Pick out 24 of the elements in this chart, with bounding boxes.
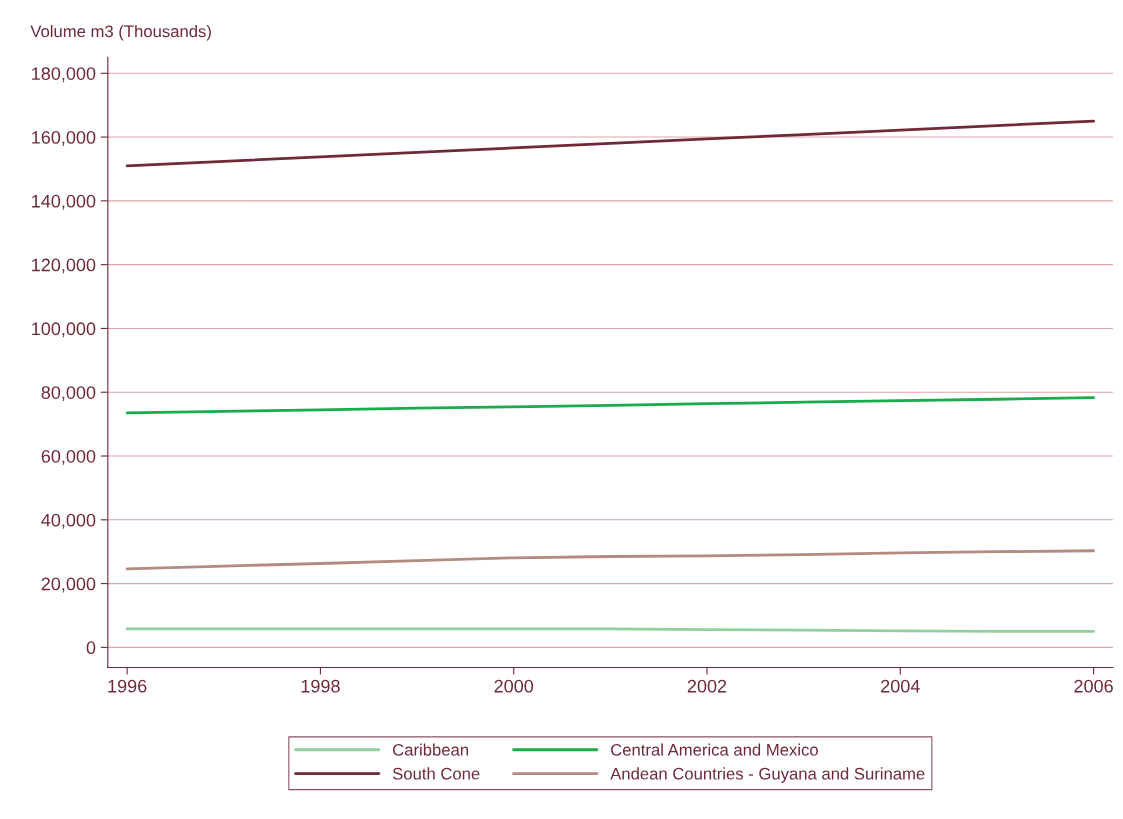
y-tick-label: 80,000 bbox=[41, 386, 96, 402]
x-tick-label: 1996 bbox=[108, 679, 147, 693]
line-series bbox=[125, 396, 1095, 415]
line-series bbox=[125, 119, 1095, 168]
legend-label: South Cone bbox=[392, 767, 480, 780]
y-tick-label: 60,000 bbox=[41, 449, 96, 465]
line-series bbox=[125, 549, 1095, 571]
y-tick-label: 140,000 bbox=[32, 194, 96, 210]
y-tick-label: 20,000 bbox=[41, 577, 96, 593]
y-tick-label: 180,000 bbox=[32, 67, 96, 83]
x-tick-label: 2006 bbox=[1074, 679, 1113, 693]
y-tick-label: 160,000 bbox=[32, 131, 96, 146]
y-tick-label: 0 bbox=[86, 641, 96, 655]
x-tick-label: 2004 bbox=[881, 679, 920, 693]
x-tick-label: 1998 bbox=[301, 679, 340, 693]
y-tick-label: 100,000 bbox=[32, 322, 96, 338]
y-tick-label: 120,000 bbox=[32, 258, 96, 274]
legend-label: Central America and Mexico bbox=[611, 743, 818, 756]
legend-label: Caribbean bbox=[393, 743, 468, 756]
x-tick-label: 2002 bbox=[687, 679, 727, 693]
legend-label: Andean Countries - Guyana and Suriname bbox=[610, 767, 925, 783]
y-tick-label: 40,000 bbox=[41, 513, 96, 529]
x-tick-label: 2000 bbox=[494, 679, 534, 693]
y-axis-title: Volume m3 (Thousands) bbox=[30, 24, 211, 41]
